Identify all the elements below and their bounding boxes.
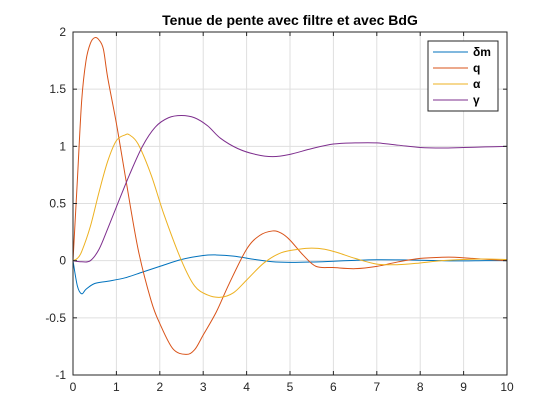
series-group xyxy=(72,37,508,355)
series-line-dm xyxy=(72,254,508,295)
legend: δm qαγ xyxy=(427,40,499,112)
legend-box xyxy=(427,40,499,112)
x-tick-label: 8 xyxy=(417,380,424,394)
series-line-q xyxy=(72,37,508,355)
x-tick-label: 2 xyxy=(156,380,163,394)
y-tick-label: 1.5 xyxy=(49,82,66,96)
y-tick-label: 0.5 xyxy=(49,197,66,211)
x-tick-label: 6 xyxy=(330,380,337,394)
x-tick-label: 1 xyxy=(113,380,120,394)
x-tick-label: 0 xyxy=(70,380,77,394)
legend-label-dm: δm xyxy=(473,45,491,59)
series-line-gamma xyxy=(72,114,508,263)
legend-label-gamma: γ xyxy=(473,93,480,107)
legend-label-alpha: α xyxy=(473,77,481,91)
y-tick-label: 2 xyxy=(59,25,66,39)
legend-label-q: q xyxy=(473,61,480,75)
chart-title: Tenue de pente avec filtre et avec BdG xyxy=(162,12,418,28)
x-tick-label: 7 xyxy=(373,380,380,394)
x-tick-label: 4 xyxy=(243,380,250,394)
x-tick-label: 3 xyxy=(200,380,207,394)
y-tick-label: -0.5 xyxy=(45,311,66,325)
ticks: 0 1 2 3 4 5 6 7 8 9 10 -1 -0.5 0 0.5 1 1.5 2 xyxy=(45,25,514,394)
y-tick-label: -1 xyxy=(55,368,66,382)
x-tick-label: 10 xyxy=(500,380,514,394)
series-line-alpha xyxy=(72,133,508,298)
y-tick-label: 1 xyxy=(59,139,66,153)
x-tick-label: 5 xyxy=(287,380,294,394)
x-tick-label: 9 xyxy=(460,380,467,394)
y-tick-label: 0 xyxy=(59,254,66,268)
